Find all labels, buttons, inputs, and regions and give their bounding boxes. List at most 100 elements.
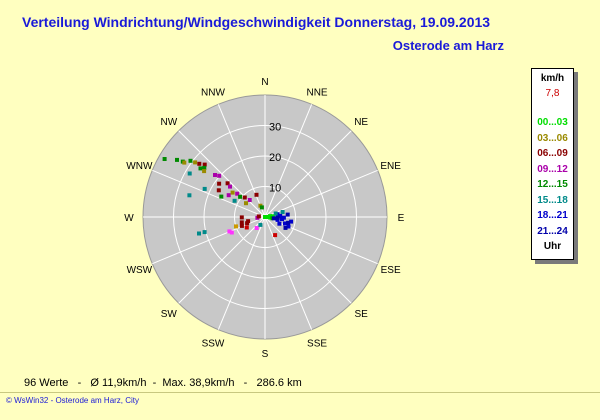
data-point bbox=[239, 215, 244, 220]
data-point bbox=[244, 201, 248, 206]
direction-label-nw: NW bbox=[160, 117, 177, 128]
data-point bbox=[227, 229, 232, 234]
legend-entry: 06...09 bbox=[537, 148, 568, 159]
legend-entry: 21...24 bbox=[537, 225, 568, 237]
data-point bbox=[286, 224, 291, 229]
chart-title: Verteilung Windrichtung/Windgeschwindigk… bbox=[22, 14, 491, 30]
direction-label-ssw: SSW bbox=[202, 339, 225, 350]
footer-stats: 96 Werte - Ø 11,9km/h - Max. 38,9km/h - … bbox=[24, 377, 302, 389]
data-point bbox=[202, 165, 207, 170]
data-point bbox=[197, 231, 201, 236]
rose-spoke-ne bbox=[264, 130, 352, 218]
rose-spoke-nw bbox=[178, 130, 266, 218]
direction-label-se: SE bbox=[354, 309, 368, 320]
data-point bbox=[246, 219, 251, 224]
direction-label-e: E bbox=[398, 213, 405, 224]
data-point bbox=[219, 194, 224, 199]
data-point bbox=[202, 230, 207, 235]
data-point bbox=[175, 157, 179, 162]
data-point bbox=[230, 190, 235, 195]
data-point bbox=[272, 216, 276, 221]
direction-label-ene: ENE bbox=[380, 161, 401, 172]
data-point bbox=[277, 221, 282, 226]
rose-spoke-sse bbox=[264, 216, 313, 330]
rose-direction-labels: N NNE NE ENE E ESE SE SSE S SSW SW WSW W WNW NW NNW bbox=[124, 77, 404, 360]
data-point bbox=[216, 188, 221, 193]
data-point bbox=[289, 219, 294, 224]
data-point bbox=[182, 160, 187, 165]
ring-label-30: 30 bbox=[269, 122, 281, 134]
direction-label-wsw: WSW bbox=[127, 265, 153, 276]
direction-label-nnw: NNW bbox=[201, 87, 225, 98]
data-point bbox=[259, 205, 264, 210]
rose-spoke-wnw bbox=[152, 169, 266, 218]
legend-entry: 12...15 bbox=[537, 179, 568, 190]
data-point bbox=[217, 181, 222, 186]
time-legend: km/h 7,8 00...03 03...06 06...09 09...12 12.… bbox=[531, 68, 574, 260]
direction-label-nne: NNE bbox=[306, 87, 327, 98]
rose-spoke-nnw bbox=[217, 104, 266, 218]
data-point bbox=[232, 198, 237, 203]
data-point bbox=[197, 161, 202, 166]
data-point bbox=[254, 192, 259, 197]
data-point bbox=[283, 225, 288, 230]
legend-entry: 09...12 bbox=[537, 163, 568, 175]
data-point bbox=[238, 194, 243, 199]
data-point bbox=[258, 222, 263, 227]
data-point bbox=[202, 162, 207, 167]
direction-label-n: N bbox=[261, 77, 268, 88]
data-point bbox=[202, 169, 207, 174]
data-point bbox=[239, 220, 244, 225]
data-point bbox=[229, 230, 234, 235]
data-point bbox=[226, 193, 231, 198]
footer-credit: © WsWin32 - Osterode am Harz, City bbox=[6, 396, 140, 405]
data-point bbox=[162, 157, 167, 161]
direction-label-wnw: WNW bbox=[126, 161, 153, 172]
rose-ring-labels: 10 20 30 bbox=[269, 122, 281, 195]
data-point bbox=[273, 211, 278, 216]
direction-label-sw: SW bbox=[161, 309, 178, 320]
data-point bbox=[285, 212, 290, 217]
legend-entry: 03...06 bbox=[537, 132, 568, 144]
data-point bbox=[235, 191, 240, 196]
direction-label-ne: NE bbox=[354, 117, 368, 128]
rose-spoke-ene bbox=[264, 169, 378, 218]
rose-points bbox=[162, 157, 294, 238]
data-point bbox=[264, 215, 269, 219]
data-point bbox=[225, 181, 230, 186]
data-point bbox=[280, 210, 285, 214]
data-point bbox=[213, 173, 217, 177]
legend-entry: 00...03 bbox=[537, 117, 568, 128]
data-point bbox=[228, 184, 232, 189]
data-point bbox=[275, 215, 280, 220]
data-point bbox=[280, 217, 284, 222]
data-point bbox=[187, 171, 192, 176]
data-point bbox=[268, 215, 273, 220]
data-point bbox=[286, 220, 291, 225]
data-point bbox=[193, 160, 198, 165]
data-point bbox=[244, 225, 249, 230]
data-point bbox=[234, 224, 238, 229]
data-point bbox=[256, 214, 261, 219]
ring-label-20: 20 bbox=[269, 152, 281, 164]
data-point bbox=[217, 173, 222, 178]
rose-spoke-ssw bbox=[217, 216, 266, 330]
ring-label-10: 10 bbox=[269, 183, 281, 195]
legend-footer: Uhr bbox=[543, 241, 562, 252]
data-point bbox=[242, 195, 247, 200]
data-point bbox=[187, 193, 192, 198]
direction-label-sse: SSE bbox=[307, 339, 327, 350]
data-point bbox=[278, 213, 283, 218]
data-point bbox=[239, 223, 244, 228]
data-point bbox=[275, 217, 280, 222]
data-point bbox=[188, 158, 193, 163]
data-point bbox=[273, 233, 278, 238]
direction-label-w: W bbox=[124, 213, 134, 224]
legend-value: 7,8 bbox=[545, 88, 560, 99]
data-point bbox=[247, 198, 252, 202]
rose-spoke-se bbox=[264, 216, 352, 304]
footer-divider bbox=[0, 392, 600, 393]
chart-subtitle: Osterode am Harz bbox=[392, 38, 504, 53]
legend-unit: km/h bbox=[540, 73, 565, 84]
